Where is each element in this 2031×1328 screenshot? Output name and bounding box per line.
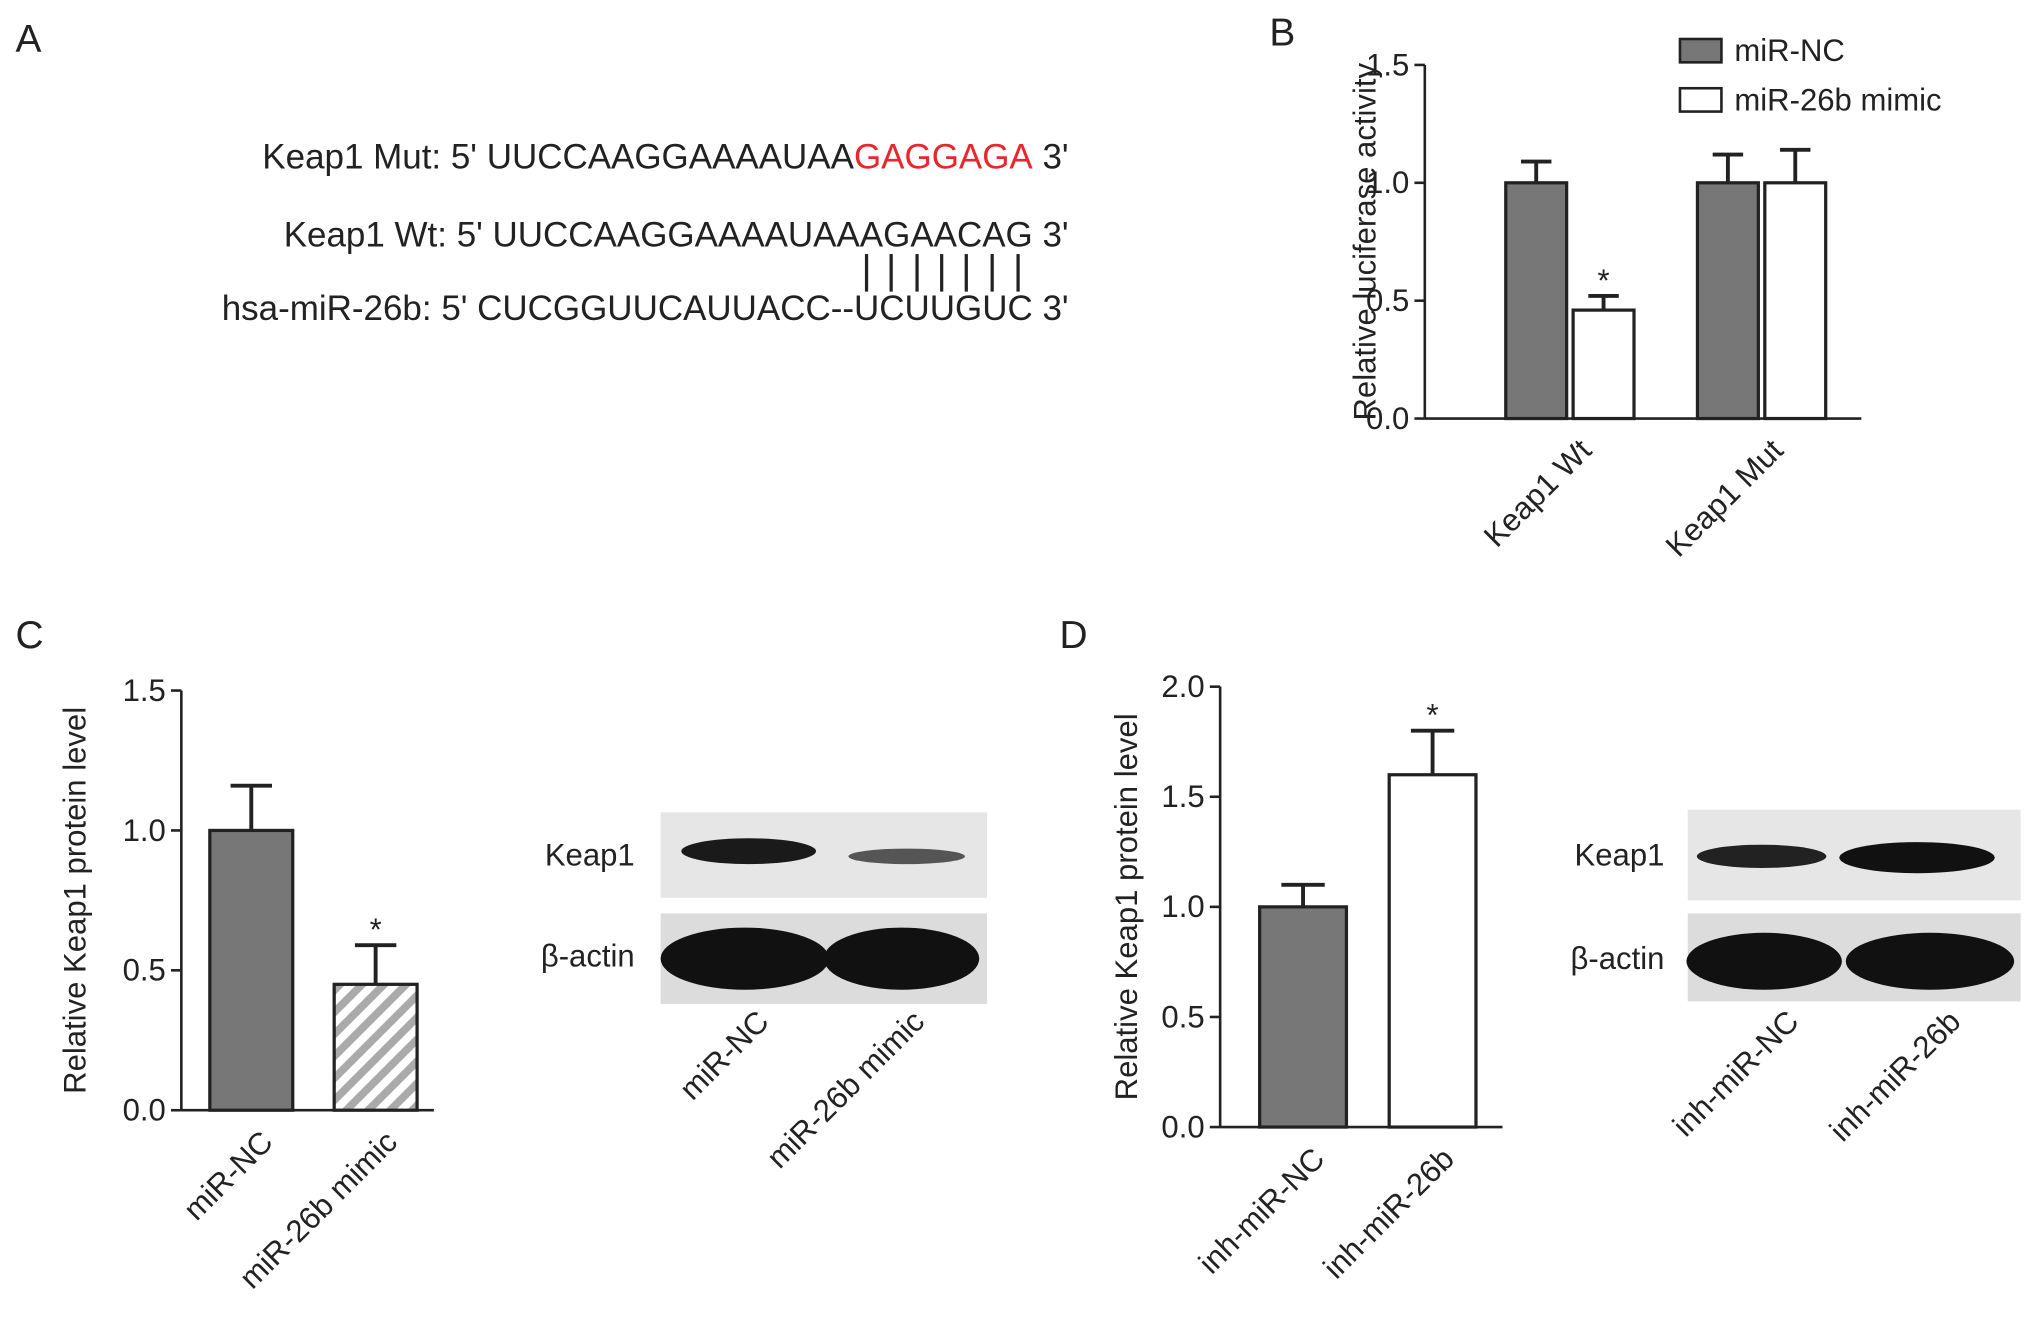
significance-mark: *: [1427, 698, 1439, 733]
legend-swatch: [1678, 86, 1723, 113]
blot-row-label: Keap1: [545, 837, 635, 872]
blot-row-label: β-actin: [1571, 941, 1665, 976]
western-blot: [1686, 809, 2021, 1002]
significance-mark: *: [370, 912, 382, 947]
sequence-name: Keap1 Wt:: [284, 215, 447, 254]
sequence-row: Keap1 Mut: 5' UUCCAAGGAAAAUAAGAGGAGA 3': [262, 138, 1068, 177]
legend-label: miR-NC: [1734, 33, 1844, 68]
bar: [1387, 773, 1478, 1129]
panel-label: B: [1269, 12, 1295, 55]
y-tick-label: 0.0: [1366, 401, 1409, 436]
sequence-name: Keap1 Mut:: [262, 138, 441, 177]
pairing-lines: [864, 254, 1020, 292]
y-tick-label: 1.5: [1161, 779, 1204, 814]
bar: [1571, 308, 1636, 421]
y-tick-label: 2.0: [1161, 669, 1204, 704]
y-tick-label: 1.5: [1366, 47, 1409, 82]
bar: [208, 828, 295, 1112]
blot-row-label: β-actin: [541, 938, 635, 973]
sequence: 5' UUCCAAGGAAAAUAA: [451, 138, 855, 177]
sequence: 5' UUCCAAGGAAAAUAAAGAACAG: [457, 215, 1033, 254]
sequence: 5' CUCGGUUCAUUACC--UCUUGUC: [441, 289, 1032, 328]
y-tick-label: 1.5: [123, 673, 166, 708]
y-tick-label: 0.5: [1161, 999, 1204, 1034]
y-axis-label: Relative luciferase activity: [1348, 63, 1383, 421]
y-tick-label: 0.5: [123, 953, 166, 988]
sequence-end: 3': [1042, 215, 1068, 254]
panel-label: C: [16, 614, 44, 657]
y-tick-label: 0.0: [1161, 1109, 1204, 1144]
bar: [1763, 181, 1828, 421]
y-tick-label: 1.0: [1161, 889, 1204, 924]
significance-mark: *: [1598, 263, 1610, 298]
y-axis-label: Relative Keap1 protein level: [1109, 713, 1144, 1100]
panel-label: A: [16, 18, 42, 61]
sequence-row: hsa-miR-26b: 5' CUCGGUUCAUUACC--UCUUGUC …: [222, 289, 1069, 328]
sequence-end: 3': [1042, 138, 1068, 177]
sequence-name: hsa-miR-26b:: [222, 289, 432, 328]
blot-row-label: Keap1: [1575, 837, 1665, 872]
legend-label: miR-26b mimic: [1734, 82, 1941, 117]
western-blot: [660, 812, 988, 1005]
y-tick-label: 1.0: [123, 813, 166, 848]
bar: [1504, 181, 1569, 421]
y-axis-label: Relative Keap1 protein level: [57, 707, 92, 1094]
y-tick-label: 0.0: [123, 1093, 166, 1128]
bar: [332, 982, 419, 1112]
bar: [1695, 181, 1760, 421]
y-tick-label: 1.0: [1366, 165, 1409, 200]
panel-label: D: [1060, 614, 1088, 657]
legend-swatch: [1678, 37, 1723, 64]
sequence-end: 3': [1042, 289, 1068, 328]
sequence-highlight: GAGGAGA: [854, 138, 1033, 177]
sequence-row: Keap1 Wt: 5' UUCCAAGGAAAAUAAAGAACAG 3': [284, 215, 1069, 254]
bar: [1258, 905, 1349, 1129]
y-tick-label: 0.5: [1366, 283, 1409, 318]
